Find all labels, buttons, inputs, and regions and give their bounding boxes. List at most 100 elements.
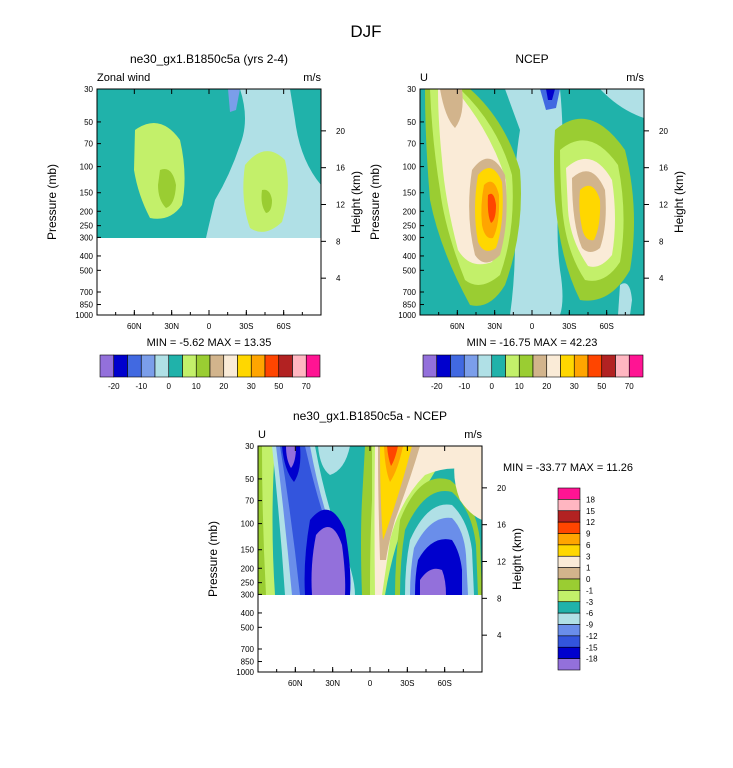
colorbar-swatch: [557, 567, 581, 580]
lat-tick-label: 60S: [277, 322, 291, 331]
colorbar-swatch: [195, 354, 211, 378]
colorbar-swatch: [505, 354, 520, 378]
colorbar-label: 10: [515, 382, 524, 391]
lat-tick-label: 30N: [164, 322, 179, 331]
colorbar-swatch: [532, 354, 548, 378]
colorbar-swatch: [557, 601, 581, 614]
pressure-tick-label: 400: [403, 252, 417, 261]
colorbar-swatch: [615, 354, 630, 378]
colorbar-swatch: [557, 658, 581, 671]
colorbar-swatch: [557, 555, 581, 568]
contour-fill-band: [618, 283, 632, 315]
colorbar-label: 9: [586, 530, 591, 539]
pressure-tick-label: 150: [241, 546, 255, 555]
contour-fill-band: [228, 89, 240, 112]
height-tick-label: 16: [336, 164, 345, 173]
panel-difference: ne30_gx1.B1850c5a - NCEP U m/s: [206, 409, 633, 688]
colorbar-label: 30: [570, 382, 579, 391]
pressure-tick-label: 100: [403, 163, 417, 172]
colorbar-swatch: [557, 510, 581, 523]
panel-model-lat-axis: 60N 30N 0 30S 60S: [115, 89, 303, 331]
height-tick-label: 4: [497, 631, 502, 640]
colorbar-swatch: [557, 635, 581, 648]
colorbar-label: -20: [108, 382, 120, 391]
pressure-tick-label: 1000: [75, 311, 93, 320]
colorbar-label: 3: [586, 552, 591, 561]
panel-difference-left-label: U: [258, 429, 266, 441]
lat-tick-label: 60N: [127, 322, 142, 331]
pressure-tick-label: 150: [403, 189, 417, 198]
pressure-tick-label: 250: [241, 579, 255, 588]
panel-model-title: ne30_gx1.B1850c5a (yrs 2-4): [130, 52, 288, 66]
panel-difference-minmax: MIN = -33.77 MAX = 11.26: [503, 462, 633, 474]
pressure-tick-label: 850: [241, 658, 255, 667]
figure-title: DJF: [350, 22, 381, 41]
colorbar-swatch: [99, 354, 115, 378]
pressure-tick-label: 400: [80, 252, 94, 261]
lat-tick-label: 60N: [450, 322, 465, 331]
contour-fill-band: [311, 527, 346, 595]
contour-fill-band: [262, 446, 275, 595]
pressure-tick-label: 500: [241, 623, 255, 632]
pressure-tick-label: 200: [241, 564, 255, 573]
colorbar-swatch: [557, 590, 581, 603]
panel-model-y2label: Height (km): [349, 171, 363, 233]
height-tick-label: 16: [659, 164, 668, 173]
pressure-tick-label: 1000: [236, 668, 254, 677]
panel-model-minmax: MIN = -5.62 MAX = 13.35: [147, 337, 272, 349]
colorbar-label: 0: [490, 382, 495, 391]
colorbar-label: -10: [458, 382, 470, 391]
colorbar-swatch: [113, 354, 128, 378]
colorbar-swatch: [250, 354, 266, 378]
lat-tick-label: 60S: [438, 679, 452, 688]
panel-obs-ylabel: Pressure (mb): [368, 164, 382, 240]
colorbar-label: 70: [302, 382, 311, 391]
pressure-tick-label: 400: [241, 609, 255, 618]
contour-fill-band: [158, 169, 176, 208]
colorbar-label: 18: [586, 495, 595, 504]
panel-difference-ylabel: Pressure (mb): [206, 521, 220, 597]
colorbar-label: -18: [586, 655, 598, 664]
colorbar-swatch: [557, 533, 581, 546]
panel-obs-left-label: U: [420, 72, 428, 84]
panel-obs-height-axis: 20 16 12 8 4: [644, 127, 668, 283]
pressure-tick-label: 850: [403, 301, 417, 310]
lat-tick-label: 60N: [288, 679, 303, 688]
colorbar-swatch: [463, 354, 479, 378]
colorbar-label: 70: [625, 382, 634, 391]
height-tick-label: 12: [497, 558, 506, 567]
height-tick-label: 12: [336, 201, 345, 210]
colorbar-swatch: [557, 612, 581, 625]
colorbar-label: 20: [542, 382, 551, 391]
contour-fill-band: [454, 458, 482, 520]
contour-fill-band: [487, 193, 496, 223]
panel-model-colorbar: -20 -10 0 10 20 30 50 70: [99, 354, 321, 391]
colorbar-swatch: [436, 354, 451, 378]
pressure-tick-label: 50: [245, 475, 254, 484]
panel-obs-units: m/s: [626, 72, 644, 84]
colorbar-label: 1: [586, 564, 591, 573]
colorbar-label: 12: [586, 518, 595, 527]
height-tick-label: 8: [336, 237, 341, 246]
colorbar-swatch: [154, 354, 170, 378]
contour-fill-band: [318, 446, 350, 475]
colorbar-label: 0: [167, 382, 172, 391]
panel-difference-y2label: Height (km): [510, 528, 524, 590]
lat-tick-label: 0: [207, 322, 212, 331]
height-tick-label: 8: [497, 594, 502, 603]
pressure-tick-label: 30: [84, 85, 93, 94]
colorbar-label: -3: [586, 598, 594, 607]
colorbar-swatch: [127, 354, 142, 378]
pressure-tick-label: 300: [241, 590, 255, 599]
colorbar-swatch: [560, 354, 575, 378]
panel-model-contours: [97, 89, 321, 238]
pressure-tick-label: 700: [241, 645, 255, 654]
height-tick-label: 20: [336, 127, 345, 136]
colorbar-label: 30: [247, 382, 256, 391]
contour-fill-band: [286, 446, 296, 468]
contour-fill-band: [600, 89, 644, 118]
